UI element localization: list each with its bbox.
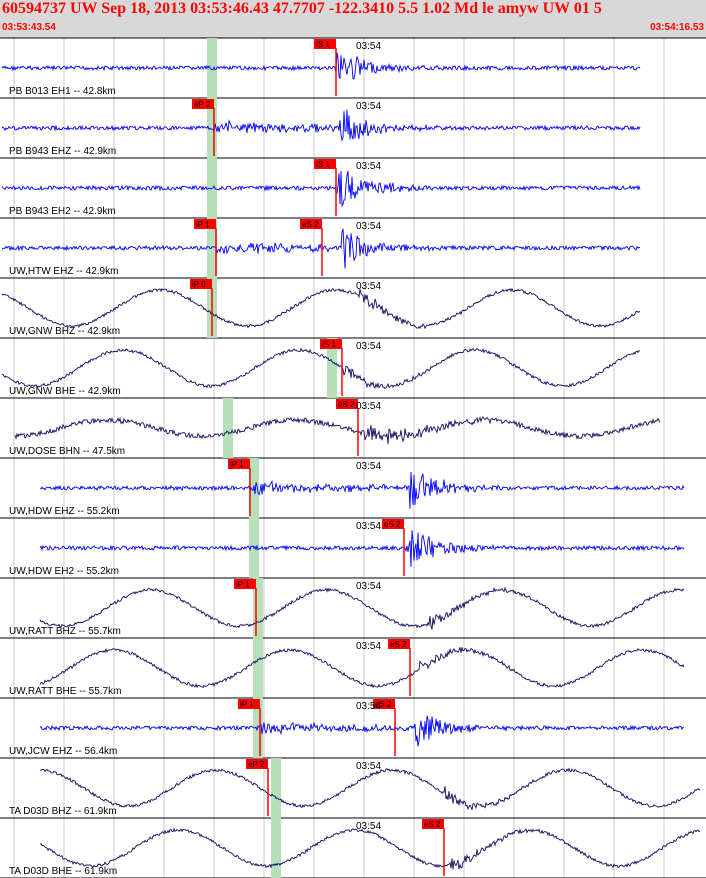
trace-labels: iS 1 03:54 PB B013 EH1 -- 42.8km eP 2 03:54 P… — [9, 40, 441, 877]
time-marker-label: 03:54 — [356, 641, 381, 652]
station-label: PB B013 EH1 -- 42.8km — [9, 86, 116, 97]
pick-box — [373, 699, 395, 709]
pick-box — [238, 699, 260, 709]
station-label: UW,HDW EHZ -- 55.2km — [9, 506, 120, 517]
time-marker-label: 03:54 — [356, 221, 381, 232]
pick-box — [228, 459, 250, 469]
time-marker-label: 03:54 — [356, 461, 381, 472]
pick-label: eP 2 — [248, 760, 265, 769]
pick-label: iP 1 — [230, 460, 244, 469]
waveform-trace — [1, 170, 641, 208]
time-marker-label: 03:54 — [356, 761, 381, 772]
time-marker-label: 03:54 — [356, 161, 381, 172]
pick-box — [234, 579, 256, 589]
event-title: 60594737 UW Sep 18, 2013 03:53:46.43 47.… — [2, 0, 602, 17]
start-time: 03:53:43.54 — [2, 22, 56, 33]
waveform-trace — [39, 530, 685, 567]
pick-label: iS 1 — [316, 160, 330, 169]
pick-window — [223, 398, 233, 458]
time-marker-label: 03:54 — [356, 401, 381, 412]
station-label: UW,DOSE BHN -- 47.5km — [9, 446, 125, 457]
end-time: 03:54:16.53 — [650, 22, 704, 33]
station-label: PB B943 EH2 -- 42.9km — [9, 206, 116, 217]
pick-label: eS 2 — [375, 700, 392, 709]
waveform-trace — [2, 347, 641, 390]
pick-box — [246, 759, 268, 769]
time-marker-label: 03:54 — [356, 701, 381, 712]
pick-box — [422, 819, 444, 829]
waveform-trace — [1, 52, 641, 80]
waveform-trace — [14, 416, 661, 445]
grid-lines — [0, 37, 706, 878]
time-marker-label: 03:54 — [356, 821, 381, 832]
station-label: UW,GNW BHZ -- 42.9km — [9, 326, 120, 337]
pick-box — [190, 279, 212, 289]
pick-box — [388, 639, 410, 649]
waveform-trace — [39, 827, 701, 870]
time-marker-label: 03:54 — [356, 581, 381, 592]
pick-window — [253, 638, 263, 698]
pick-window — [271, 758, 281, 818]
station-label: UW,RATT BHE -- 55.7km — [9, 686, 121, 697]
header-bar: 60594737 UW Sep 18, 2013 03:53:46.43 47.… — [0, 0, 706, 38]
waveform-trace — [1, 109, 641, 142]
waveform-trace — [39, 767, 701, 811]
pick-window — [271, 818, 281, 878]
pick-label: eS 2 — [384, 520, 401, 529]
pick-label: iP 1 — [240, 700, 254, 709]
pick-label: eS 2 — [302, 220, 319, 229]
pick-window — [327, 338, 337, 398]
time-marker-label: 03:54 — [356, 521, 381, 532]
time-marker-label: 03:54 — [356, 341, 381, 352]
pick-label: eS 2 — [424, 820, 441, 829]
time-marker-label: 03:54 — [356, 41, 381, 52]
pick-box — [314, 39, 336, 49]
traces — [1, 39, 701, 876]
waveform-trace — [39, 647, 685, 689]
pick-label: iS 1 — [322, 340, 336, 349]
pick-box — [314, 159, 336, 169]
pick-window — [207, 98, 217, 158]
waveform-trace — [1, 228, 640, 269]
pick-label: iS 1 — [316, 40, 330, 49]
pick-label: eS 2 — [390, 640, 407, 649]
station-label: UW,JCW EHZ -- 56.4km — [9, 746, 117, 757]
pick-window — [207, 38, 217, 98]
pick-label: eS 2 — [338, 400, 355, 409]
pick-box — [320, 339, 342, 349]
pick-window — [253, 578, 263, 638]
pick-box — [194, 219, 216, 229]
station-label: TA D03D BHE -- 61.9km — [9, 866, 117, 877]
waveform-trace — [39, 586, 685, 630]
pick-label: eP 2 — [194, 100, 211, 109]
station-label: UW,RATT BHZ -- 55.7km — [9, 626, 121, 637]
pick-label: iP 0 — [192, 280, 206, 289]
pick-box — [192, 99, 214, 109]
station-label: PB B943 EHZ -- 42.9km — [9, 146, 116, 157]
pick-label: iP 1 — [196, 220, 210, 229]
waveform-trace — [1, 287, 641, 330]
station-label: UW,HTW EHZ -- 42.9km — [9, 266, 118, 277]
pick-box — [300, 219, 322, 229]
waveform-trace — [39, 715, 685, 747]
pick-window — [253, 698, 263, 758]
pick-label: iP 1 — [236, 580, 250, 589]
pick-window — [207, 218, 217, 278]
time-marker-label: 03:54 — [356, 281, 381, 292]
pick-box — [336, 399, 358, 409]
station-label: TA D03D BHZ -- 61.9km — [9, 806, 117, 817]
station-label: UW,GNW BHE -- 42.9km — [9, 386, 121, 397]
pick-box — [382, 519, 404, 529]
waveform-trace — [39, 471, 685, 509]
time-marker-label: 03:54 — [356, 101, 381, 112]
station-label: UW,HDW EH2 -- 55.2km — [9, 566, 119, 577]
